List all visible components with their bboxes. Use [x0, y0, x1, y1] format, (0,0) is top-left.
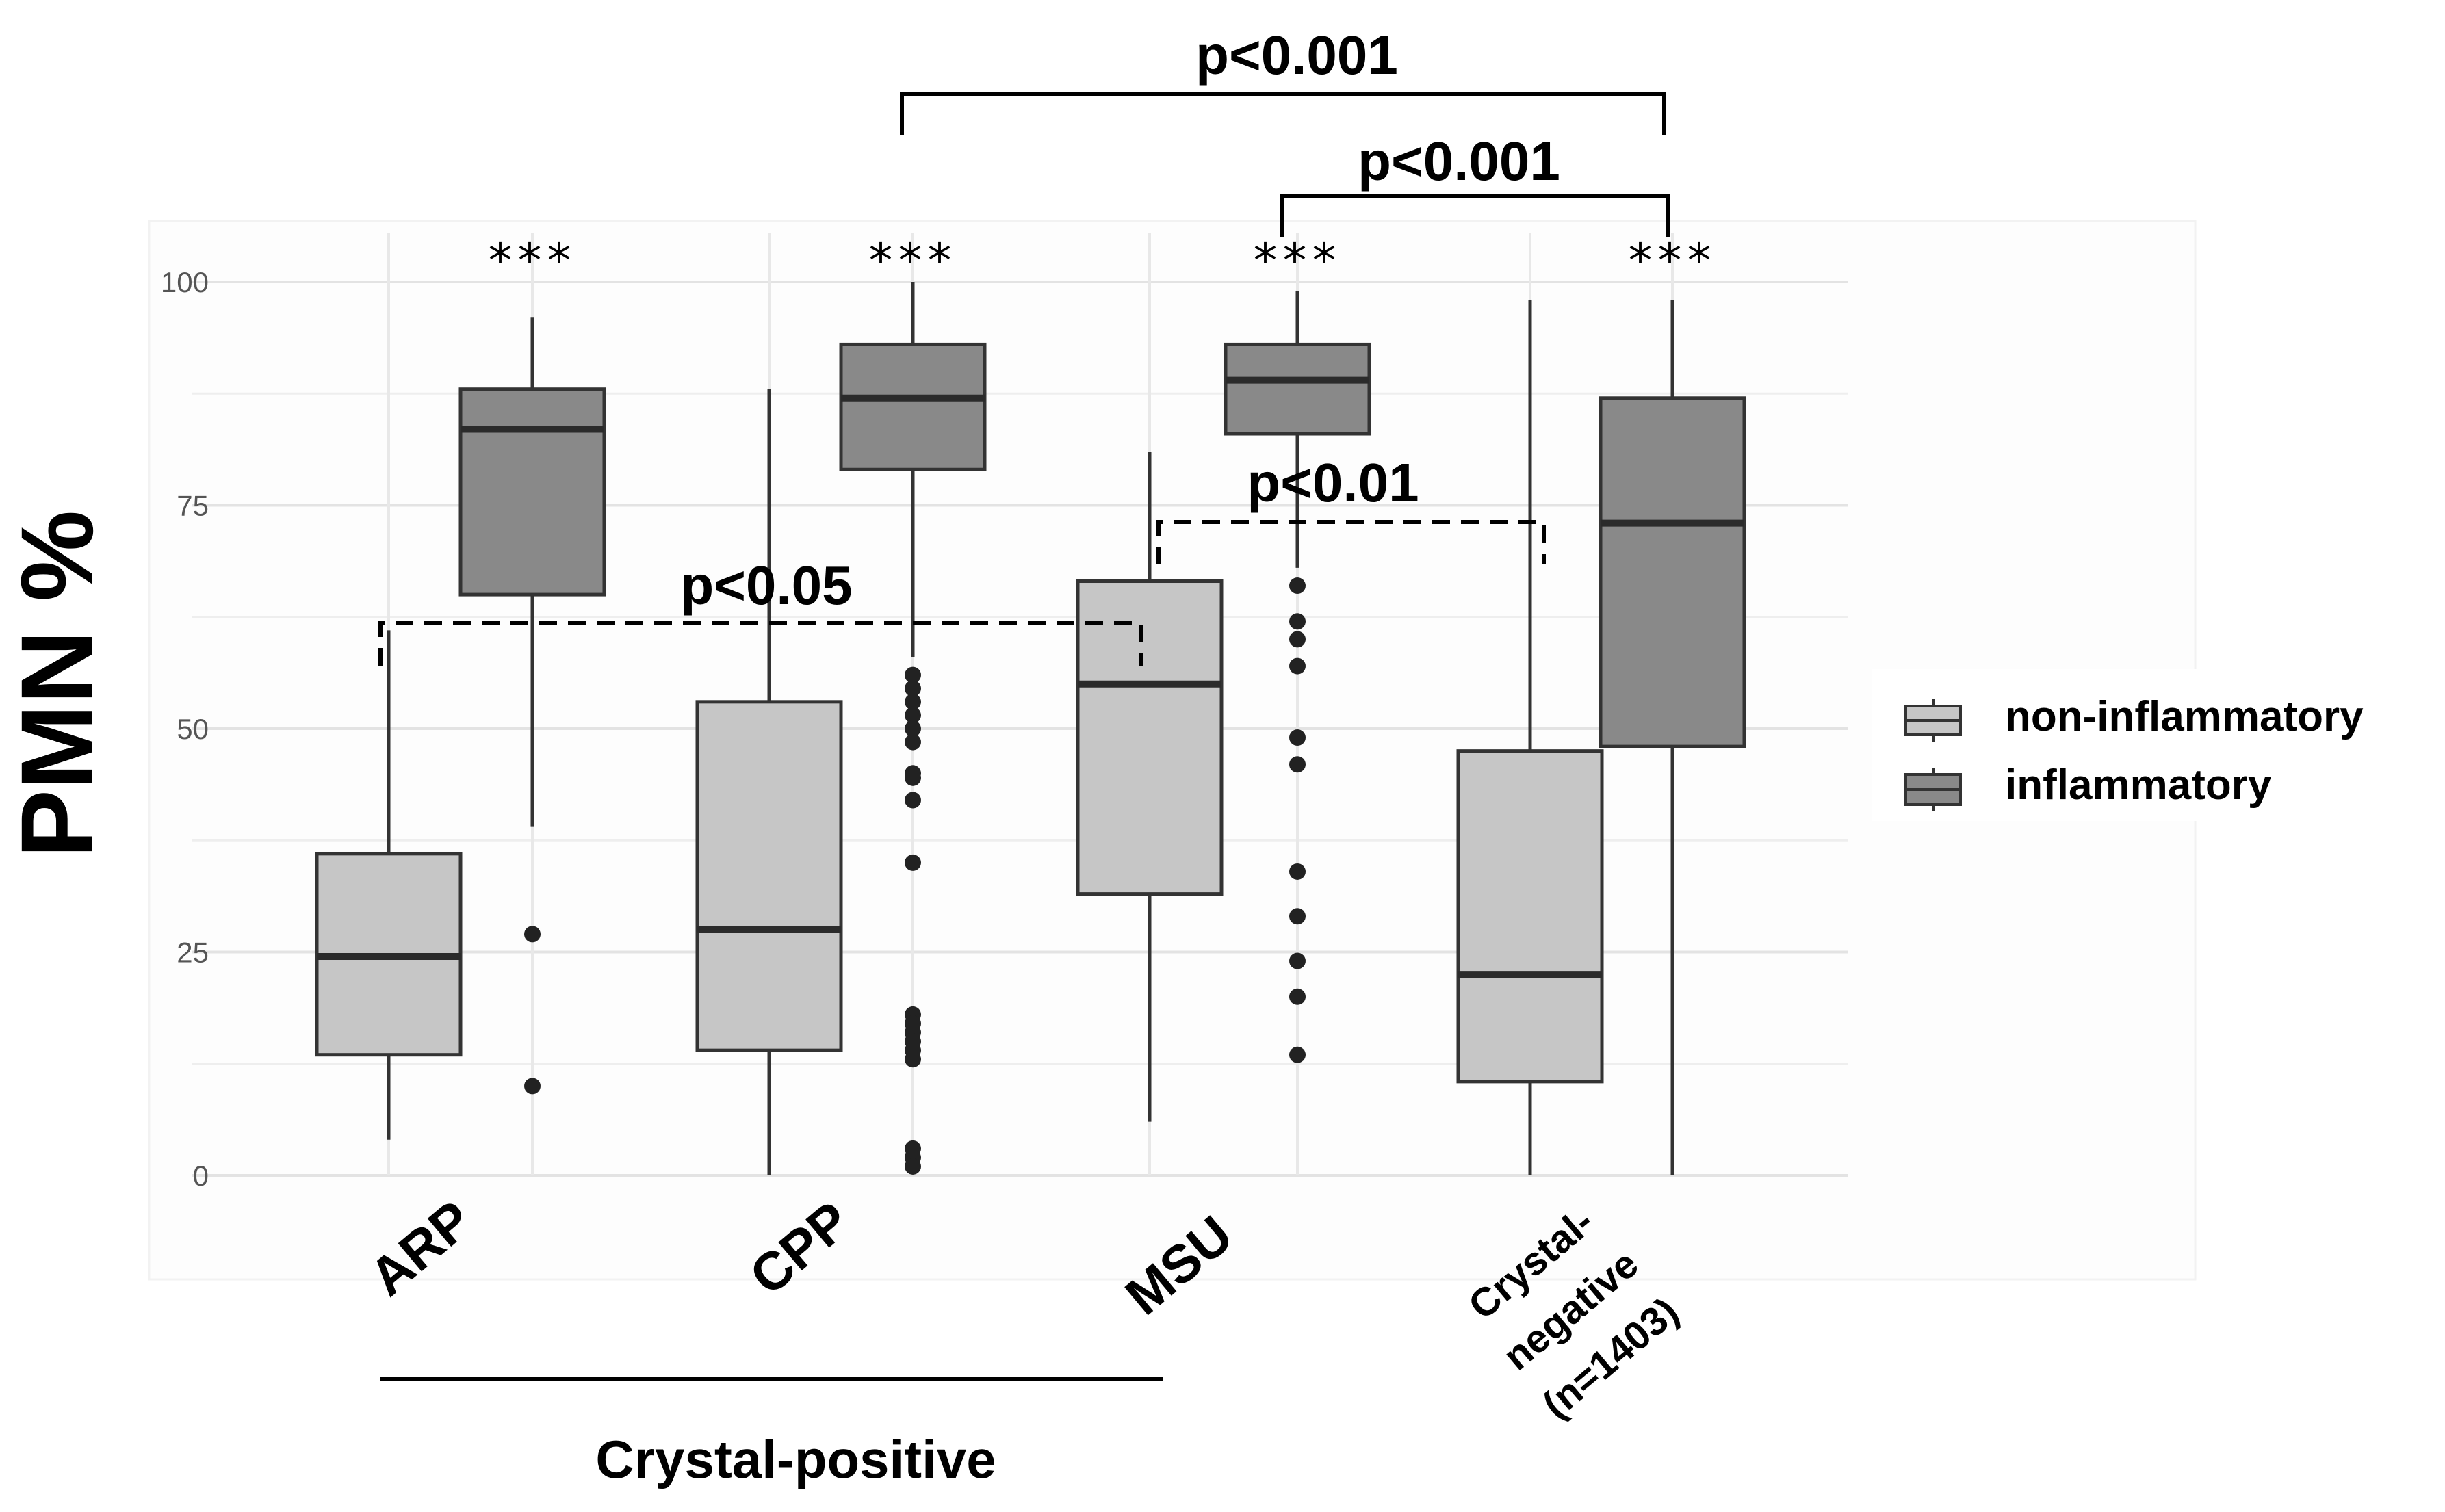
outlier-point	[905, 720, 921, 737]
pvalue-msu-vs-negative-noninfl: p<0.01	[1247, 452, 1419, 513]
outlier-point	[905, 769, 921, 786]
outlier-point	[905, 666, 921, 683]
outlier-point	[524, 1078, 541, 1095]
outlier-point	[905, 1158, 921, 1175]
outlier-point	[1289, 756, 1306, 773]
box-iqr	[1224, 342, 1371, 436]
significance-stars-label: ***	[1629, 233, 1717, 289]
pvalue-msu-vs-negative: p<0.001	[1358, 131, 1560, 192]
box-iqr	[1456, 749, 1604, 1084]
boxes	[315, 282, 1746, 1175]
outlier-point	[1289, 863, 1306, 880]
outlier-point	[1289, 1046, 1306, 1063]
box-inflammatory-2	[1224, 291, 1371, 568]
y-tick-label: 50	[177, 713, 209, 745]
group-label: Crystal-positive	[595, 1429, 996, 1489]
outlier-point	[524, 926, 541, 943]
significance-stars-label: ***	[1254, 233, 1342, 289]
legend-label-non-inflammatory: non-inflammatory	[2005, 693, 2364, 740]
comparison-brackets: p<0.001 p<0.001 p<0.01 p<0.05	[378, 25, 1670, 666]
y-tick-label: 75	[177, 490, 209, 522]
box-iqr	[458, 387, 606, 597]
bracket-cpp-vs-negative	[900, 92, 1666, 135]
significance-stars-label: ***	[869, 233, 957, 289]
outlier-point	[1289, 657, 1306, 675]
outlier-point	[905, 792, 921, 809]
box-inflammatory-0	[458, 317, 606, 827]
legend-label-inflammatory: inflammatory	[2005, 761, 2272, 809]
pvalue-arp-vs-msu: p<0.05	[680, 555, 852, 616]
box-iqr	[1076, 579, 1224, 896]
box-iqr	[839, 342, 987, 471]
outlier-point	[905, 693, 921, 710]
outliers	[524, 577, 1306, 1175]
y-tick-labels: 0 25 50 75 100	[161, 266, 209, 1192]
y-tick-label: 25	[177, 937, 209, 969]
y-tick-label: 0	[193, 1160, 209, 1192]
bracket-msu-vs-negative	[1280, 194, 1670, 237]
significance-stars-label: ***	[489, 233, 577, 289]
box-non-inflammatory-3	[1456, 300, 1604, 1175]
significance-stars: *** *** *** ***	[489, 233, 1717, 289]
bracket-msu-vs-negative-noninfl	[1156, 520, 1546, 564]
y-tick-label: 100	[161, 266, 209, 298]
outlier-point	[905, 854, 921, 871]
outlier-point	[1289, 988, 1306, 1005]
box-inflammatory-1	[839, 282, 987, 657]
outlier-point	[905, 707, 921, 724]
outlier-point	[1289, 729, 1306, 746]
box-iqr	[695, 700, 843, 1052]
outlier-point	[1289, 613, 1306, 630]
legend: non-inflammatory inflammatory	[1872, 669, 2364, 821]
outlier-point	[1289, 631, 1306, 648]
outlier-point	[1289, 908, 1306, 925]
legend-key-inflammatory	[1904, 768, 1962, 811]
outlier-point	[905, 680, 921, 697]
box-iqr	[1599, 396, 1746, 748]
box-non-inflammatory-2	[1076, 452, 1224, 1122]
box-inflammatory-3	[1599, 300, 1746, 1175]
outlier-point	[1289, 577, 1306, 595]
outlier-point	[1289, 952, 1306, 969]
outlier-point	[905, 733, 921, 751]
outlier-point	[905, 1051, 921, 1068]
legend-key-non-inflammatory	[1904, 699, 1962, 742]
box-non-inflammatory-0	[315, 630, 463, 1140]
pvalue-cpp-vs-negative: p<0.001	[1195, 25, 1398, 86]
box-non-inflammatory-1	[695, 389, 843, 1175]
y-axis-title: PMN %	[0, 510, 114, 858]
